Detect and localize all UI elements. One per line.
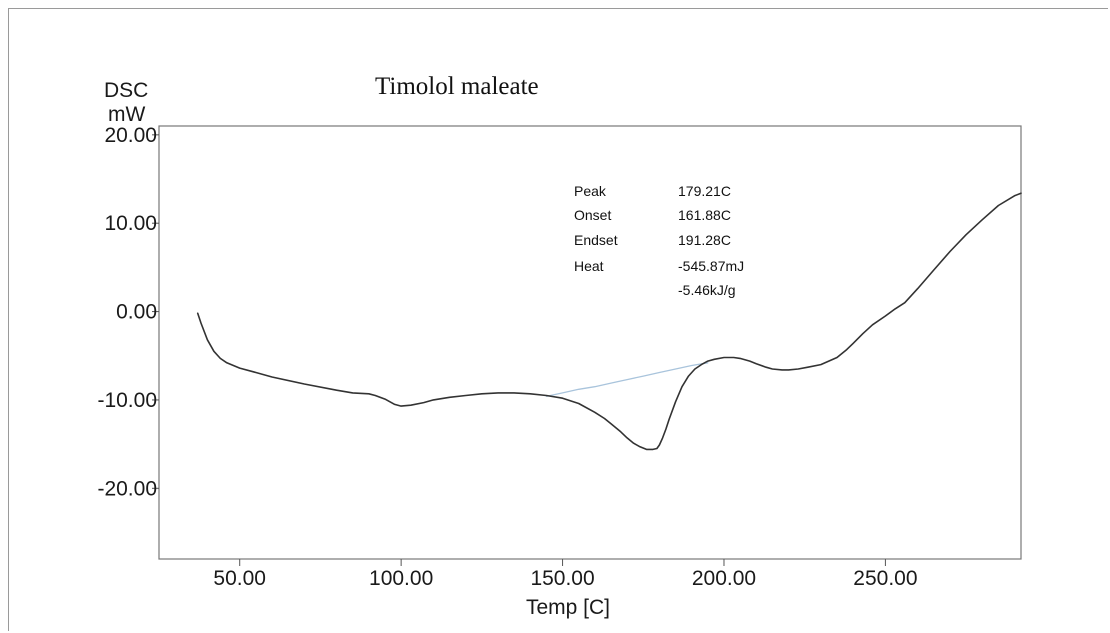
- x-tick-label: 100.00: [369, 567, 433, 590]
- dsc-curve: [196, 192, 1022, 451]
- chart-title: Timolol maleate: [375, 73, 539, 100]
- annotation-label: Peak: [574, 183, 607, 199]
- annotation-label: Heat: [574, 258, 604, 274]
- annotation-value: 179.21C: [678, 183, 731, 199]
- y-tick-label: 20.00: [104, 124, 157, 147]
- annotation-value: 191.28C: [678, 232, 731, 248]
- annotation-value: 161.88C: [678, 207, 731, 223]
- peak-annotation: Peak 179.21C Onset 161.88C Endset 191.28…: [574, 183, 744, 298]
- annotation-label: Endset: [574, 232, 618, 248]
- x-tick-label: 200.00: [692, 567, 756, 590]
- y-tick-label: -20.00: [97, 477, 157, 500]
- x-tick-label: 50.00: [213, 567, 266, 590]
- x-axis-ticks: 50.00 100.00 150.00 200.00 250.00: [213, 559, 918, 590]
- series-layer: [196, 192, 1022, 451]
- y-axis-ticks: 20.00 10.00 0.00 -10.00 -20.00: [97, 124, 159, 500]
- plot-area-border: [158, 125, 1022, 560]
- annotation-value: -5.46kJ/g: [678, 282, 736, 298]
- y-tick-label: -10.00: [97, 389, 157, 412]
- y-axis-label: DSC: [104, 79, 148, 102]
- x-axis-label: Temp [C]: [526, 596, 610, 619]
- chart-frame: [8, 8, 1108, 631]
- x-tick-label: 150.00: [530, 567, 594, 590]
- annotation-label: Onset: [574, 207, 611, 223]
- baseline-line: [545, 362, 709, 398]
- y-axis-unit: mW: [108, 103, 145, 126]
- annotation-value: -545.87mJ: [678, 258, 744, 274]
- x-tick-label: 250.00: [853, 567, 917, 590]
- y-tick-label: 0.00: [116, 301, 157, 324]
- y-tick-label: 10.00: [104, 212, 157, 235]
